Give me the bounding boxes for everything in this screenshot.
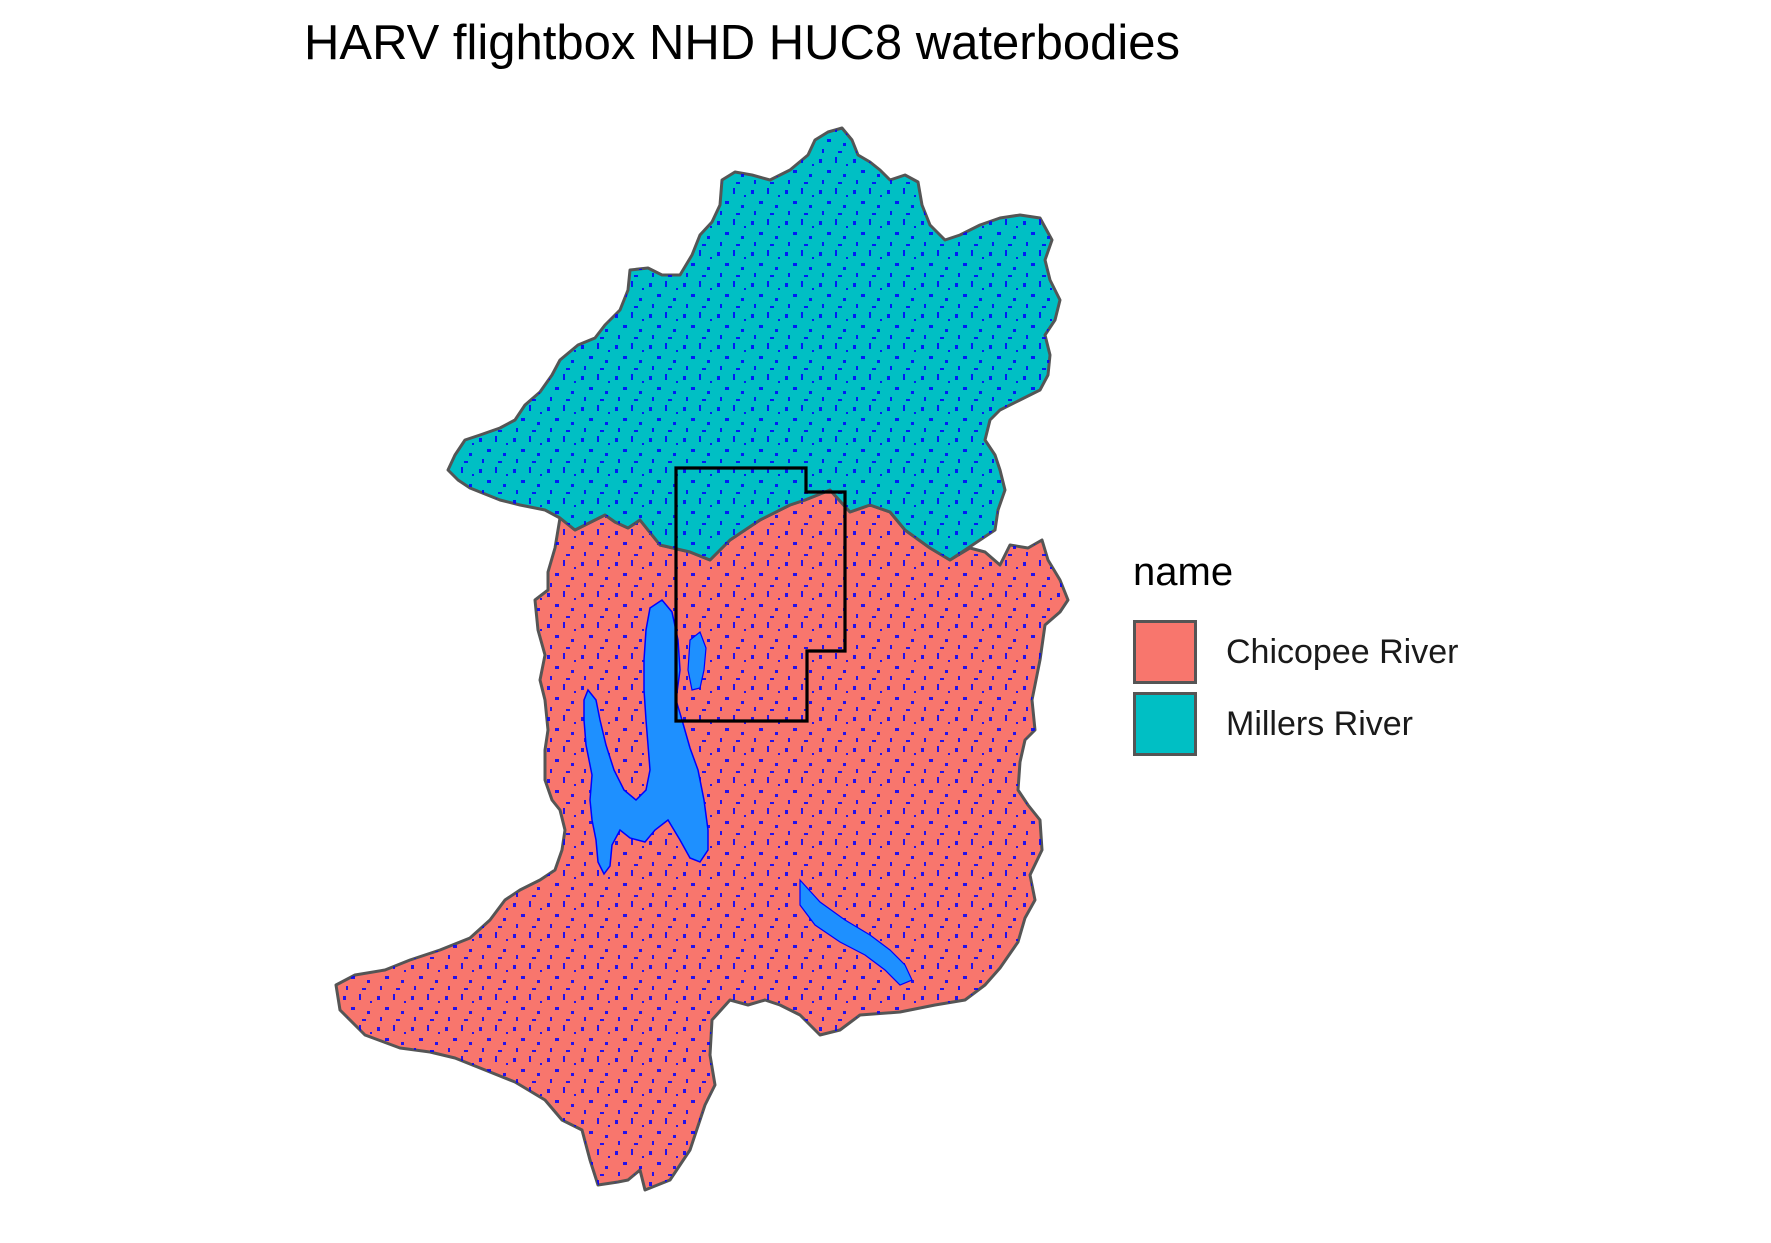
legend-swatch-chicopee-river [1133,620,1197,684]
legend-item-millers-river: Millers River [1133,692,1553,764]
flightbox-outline [674,466,847,723]
millers-waterbodies [448,128,1060,560]
legend-label-millers-river: Millers River [1226,705,1413,743]
legend-title: name [1133,550,1234,594]
reservoir-arm-east [687,631,707,691]
legend-label-chicopee-river: Chicopee River [1226,633,1459,671]
river-corridor-south [799,878,913,986]
map-title: HARV flightbox NHD HUC8 waterbodies [304,16,1180,70]
legend: name Chicopee River Millers River [1133,552,1553,764]
legend-item-chicopee-river: Chicopee River [1133,620,1553,692]
legend-swatch-millers-river [1133,692,1197,756]
